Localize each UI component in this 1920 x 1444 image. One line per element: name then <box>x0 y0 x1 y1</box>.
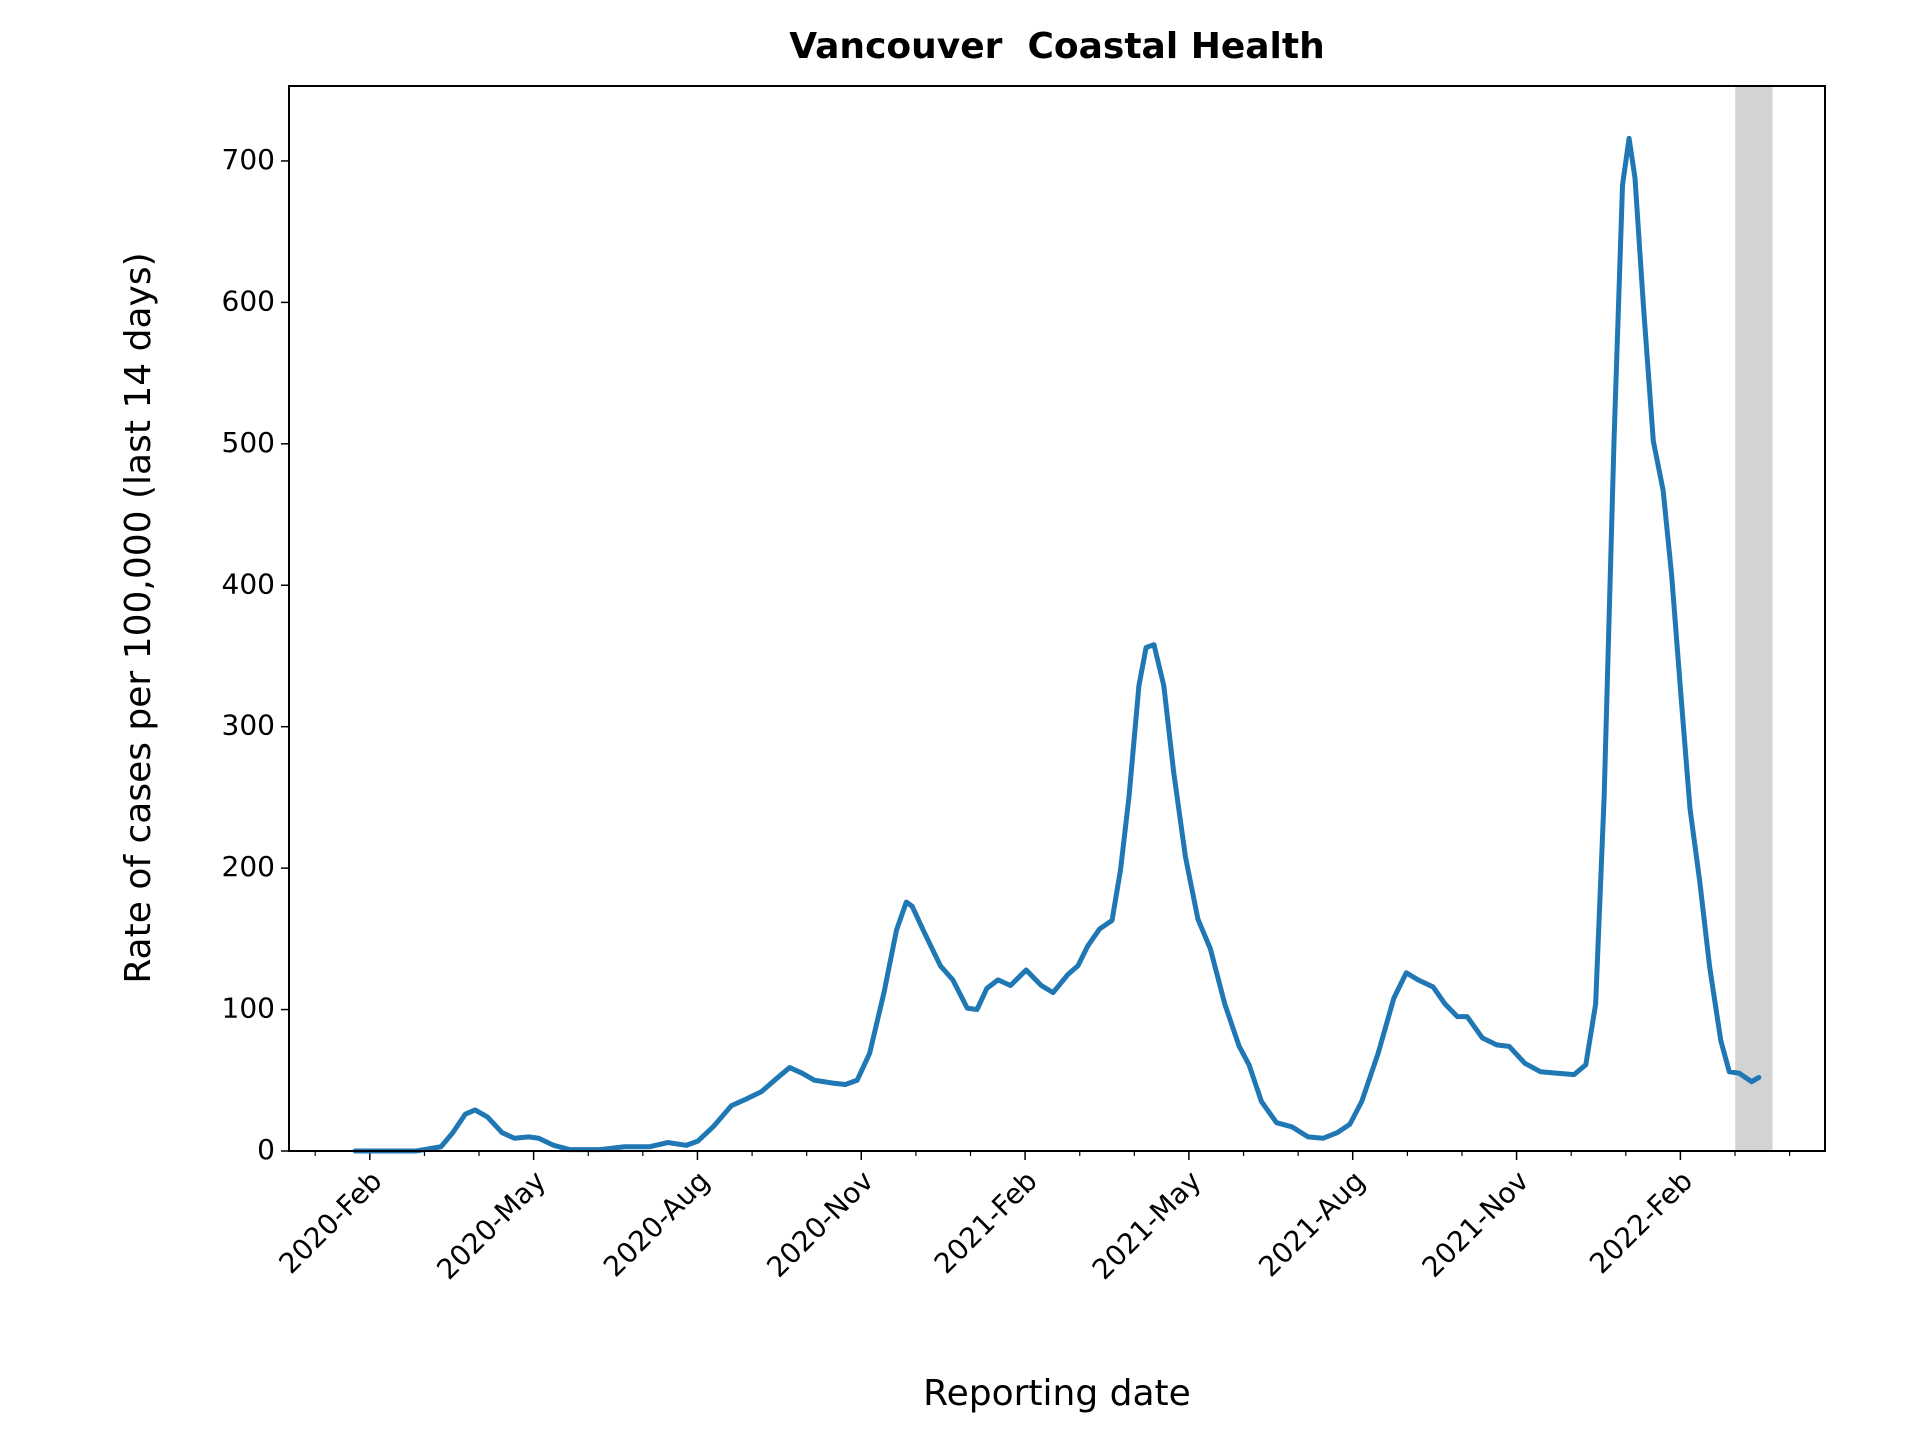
chart-title: Vancouver Coastal Health <box>789 26 1324 67</box>
data-line <box>352 135 1762 1154</box>
y-tick-label: 500 <box>222 426 275 459</box>
x-tick-label: 2020-Aug <box>597 1164 716 1283</box>
y-tick-label: 400 <box>222 567 275 600</box>
plot-frame <box>288 85 1826 1152</box>
x-tick-label: 2021-May <box>1086 1164 1208 1286</box>
x-tick-label: 2022-Feb <box>1583 1164 1699 1280</box>
x-tick-label: 2021-Aug <box>1252 1164 1371 1283</box>
x-tick-label: 2020-May <box>430 1164 552 1286</box>
x-tick-label: 2020-Feb <box>272 1164 388 1280</box>
y-axis-label: Rate of cases per 100,000 (last 14 days) <box>118 252 159 983</box>
y-tick-label: 100 <box>222 992 275 1025</box>
x-axis-label: Reporting date <box>923 1373 1191 1414</box>
shaded-span <box>1735 86 1773 1151</box>
y-tick-label: 0 <box>257 1133 275 1166</box>
y-tick-label: 200 <box>222 850 275 883</box>
y-tick-label: 600 <box>222 284 275 317</box>
x-tick-label: 2021-Nov <box>1416 1164 1536 1284</box>
y-tick-label: 300 <box>222 709 275 742</box>
x-tick-label: 2021-Feb <box>928 1164 1044 1280</box>
y-tick-label: 700 <box>222 143 275 176</box>
x-tick-label: 2020-Nov <box>760 1164 880 1284</box>
